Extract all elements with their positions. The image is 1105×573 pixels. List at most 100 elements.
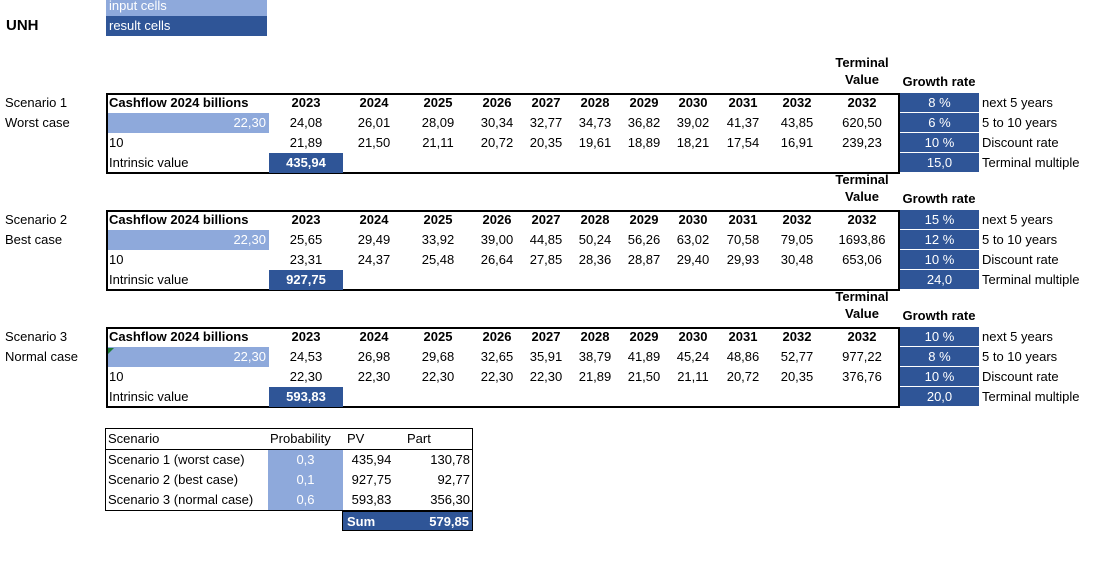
scenario-table bbox=[106, 327, 900, 408]
summary-pv: 593,83 bbox=[351, 492, 392, 507]
present-value: 24,37 bbox=[357, 252, 391, 267]
growth-param-input[interactable]: 24,0 bbox=[900, 270, 979, 290]
growth-param-label: next 5 years bbox=[982, 95, 1053, 110]
cashflow-value: 977,22 bbox=[842, 349, 882, 364]
year-header: 2027 bbox=[531, 95, 561, 110]
present-value: 21,89 bbox=[289, 135, 323, 150]
year-header: 2028 bbox=[580, 329, 610, 344]
year-header: 2023 bbox=[291, 95, 321, 110]
year-header: 2031 bbox=[728, 95, 758, 110]
cashflow-value: 33,92 bbox=[421, 232, 455, 247]
summary-probability-input[interactable]: 0,1 bbox=[268, 470, 343, 490]
cashflow-value: 44,85 bbox=[529, 232, 563, 247]
present-value: 21,89 bbox=[578, 369, 612, 384]
summary-probability-input[interactable]: 0,3 bbox=[268, 450, 343, 470]
present-value: 22,30 bbox=[289, 369, 323, 384]
growth-rate-header: Growth rate bbox=[902, 74, 976, 89]
growth-param-input[interactable]: 8 % bbox=[900, 93, 979, 113]
present-value: 26,64 bbox=[480, 252, 514, 267]
growth-param-input[interactable]: 12 % bbox=[900, 230, 979, 250]
present-value: 21,11 bbox=[422, 135, 454, 150]
summary-part: 130,78 bbox=[430, 452, 470, 467]
cashflow-value: 52,77 bbox=[780, 349, 814, 364]
year-header: 2023 bbox=[291, 329, 321, 344]
growth-rate-header: Growth rate bbox=[902, 191, 976, 206]
summary-scenario-name: Scenario 3 (normal case) bbox=[108, 492, 254, 507]
intrinsic-value-label: Intrinsic value bbox=[109, 272, 189, 287]
growth-param-input[interactable]: 10 % bbox=[900, 133, 979, 153]
cashflow-value: 34,73 bbox=[578, 115, 612, 130]
cashflow-value: 43,85 bbox=[780, 115, 814, 130]
cashflow-value: 620,50 bbox=[842, 115, 882, 130]
cashflow-value: 26,01 bbox=[357, 115, 391, 130]
terminal-value-label-bottom: Value bbox=[845, 72, 879, 87]
growth-param-label: 5 to 10 years bbox=[982, 115, 1058, 130]
growth-rate-header: Growth rate bbox=[902, 308, 976, 323]
year-header: 2028 bbox=[580, 212, 610, 227]
present-value: 239,23 bbox=[842, 135, 882, 150]
cashflow-value: 24,53 bbox=[289, 349, 323, 364]
present-value: 20,72 bbox=[726, 369, 760, 384]
growth-param-input[interactable]: 6 % bbox=[900, 113, 979, 133]
present-value: 20,35 bbox=[780, 369, 814, 384]
year-header: 2026 bbox=[482, 329, 512, 344]
cashflow-value: 56,26 bbox=[627, 232, 661, 247]
present-value: 28,87 bbox=[627, 252, 661, 267]
present-value: 28,36 bbox=[578, 252, 612, 267]
terminal-value-label-top: Terminal bbox=[835, 55, 889, 70]
year-header: 2027 bbox=[531, 329, 561, 344]
cashflow-value: 35,91 bbox=[529, 349, 563, 364]
legend-input-cells: input cells bbox=[106, 0, 267, 16]
growth-param-label: Terminal multiple bbox=[982, 272, 1080, 287]
scenario-table bbox=[106, 93, 900, 174]
growth-param-input[interactable]: 15,0 bbox=[900, 153, 979, 173]
cashflow-input[interactable]: 22,30 bbox=[108, 230, 269, 250]
growth-param-label: next 5 years bbox=[982, 329, 1053, 344]
growth-param-input[interactable]: 10 % bbox=[900, 250, 979, 270]
growth-param-input[interactable]: 20,0 bbox=[900, 387, 979, 407]
years-count: 10 bbox=[109, 369, 124, 384]
present-value: 22,30 bbox=[357, 369, 391, 384]
growth-param-label: Discount rate bbox=[982, 135, 1059, 150]
cashflow-input[interactable]: 22,30 bbox=[108, 113, 269, 133]
cashflow-value: 70,58 bbox=[726, 232, 760, 247]
cashflow-value: 39,00 bbox=[480, 232, 514, 247]
growth-param-input[interactable]: 15 % bbox=[900, 210, 979, 230]
growth-param-label: Terminal multiple bbox=[982, 155, 1080, 170]
year-header: 2025 bbox=[423, 329, 453, 344]
year-header: 2029 bbox=[629, 329, 659, 344]
cashflow-input[interactable]: 22,30 bbox=[108, 347, 269, 367]
present-value: 19,61 bbox=[578, 135, 612, 150]
summary-part: 356,30 bbox=[430, 492, 470, 507]
terminal-value-label-top: Terminal bbox=[835, 289, 889, 304]
summary-probability-input[interactable]: 0,6 bbox=[268, 490, 343, 510]
cashflow-value: 24,08 bbox=[289, 115, 323, 130]
intrinsic-value-result: 593,83 bbox=[269, 387, 343, 407]
scenario-case: Worst case bbox=[5, 115, 70, 130]
terminal-value-label-bottom: Value bbox=[845, 306, 879, 321]
summary-pv: 435,94 bbox=[351, 452, 392, 467]
growth-param-label: 5 to 10 years bbox=[982, 349, 1058, 364]
summary-scenario-name: Scenario 2 (best case) bbox=[108, 472, 239, 487]
year-header: 2024 bbox=[359, 212, 389, 227]
summary-part: 92,77 bbox=[437, 472, 470, 487]
present-value: 30,48 bbox=[780, 252, 814, 267]
summary-header-probability: Probability bbox=[270, 431, 331, 446]
cashflow-value: 38,79 bbox=[578, 349, 612, 364]
year-header: 2026 bbox=[482, 212, 512, 227]
growth-param-input[interactable]: 10 % bbox=[900, 367, 979, 387]
scenario-name: Scenario 2 bbox=[5, 212, 68, 227]
cashflow-value: 25,65 bbox=[289, 232, 323, 247]
growth-param-input[interactable]: 10 % bbox=[900, 327, 979, 347]
scenario-name: Scenario 3 bbox=[5, 329, 68, 344]
present-value: 20,35 bbox=[529, 135, 563, 150]
growth-param-label: Discount rate bbox=[982, 369, 1059, 384]
growth-param-input[interactable]: 8 % bbox=[900, 347, 979, 367]
present-value: 653,06 bbox=[842, 252, 882, 267]
present-value: 16,91 bbox=[780, 135, 814, 150]
summary-sum-row: Sum 579,85 bbox=[342, 511, 473, 531]
present-value: 21,11 bbox=[677, 369, 709, 384]
cashflow-value: 29,68 bbox=[421, 349, 455, 364]
year-header: 2025 bbox=[423, 95, 453, 110]
year-header: 2032 bbox=[847, 95, 877, 110]
